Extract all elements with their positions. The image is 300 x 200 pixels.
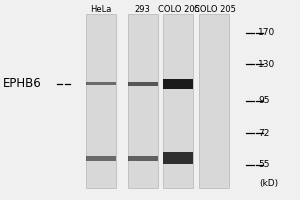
Bar xyxy=(85,82,116,85)
Text: COLO 205: COLO 205 xyxy=(194,5,236,14)
Bar xyxy=(128,82,158,86)
Bar xyxy=(164,79,194,89)
Bar xyxy=(128,14,158,188)
Text: 95: 95 xyxy=(258,96,269,105)
Text: EPHB6: EPHB6 xyxy=(3,77,42,90)
Bar xyxy=(164,14,194,188)
Bar xyxy=(200,14,230,188)
Text: HeLa: HeLa xyxy=(90,5,111,14)
Bar xyxy=(164,152,194,164)
Bar xyxy=(128,156,158,161)
Text: 170: 170 xyxy=(258,28,275,37)
Text: 130: 130 xyxy=(258,60,275,69)
Text: 55: 55 xyxy=(258,160,269,169)
Bar xyxy=(85,14,116,188)
Text: COLO 205: COLO 205 xyxy=(158,5,200,14)
Text: 72: 72 xyxy=(258,129,269,138)
Text: (kD): (kD) xyxy=(260,179,279,188)
Bar xyxy=(85,156,116,161)
Text: 293: 293 xyxy=(135,5,150,14)
